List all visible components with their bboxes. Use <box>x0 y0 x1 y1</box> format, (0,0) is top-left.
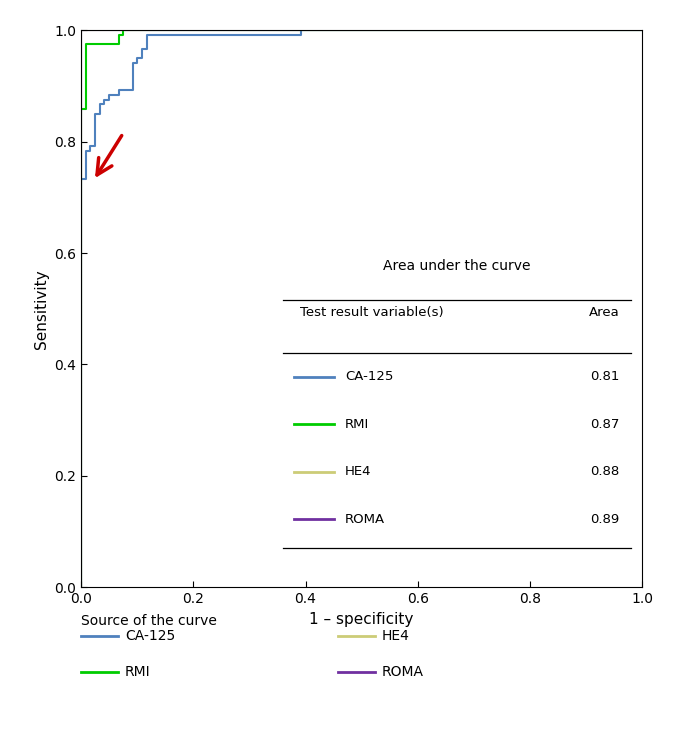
HE4 <box>269 26 277 35</box>
Text: Source of the curve: Source of the curve <box>81 614 217 628</box>
RMI <box>77 184 85 193</box>
Line: HE4: HE4 <box>81 30 642 587</box>
Text: Area under the curve: Area under the curve <box>383 258 531 273</box>
CA-125 <box>77 583 85 592</box>
RMI <box>119 30 127 39</box>
Line: RMI: RMI <box>81 30 642 587</box>
ROMA <box>77 26 85 35</box>
ROMA <box>269 26 277 35</box>
HE4 <box>157 26 165 35</box>
Bar <box>283 248 631 537</box>
Text: 0.89: 0.89 <box>591 513 620 526</box>
CA-125 <box>269 30 277 39</box>
Text: CA-125: CA-125 <box>125 630 175 643</box>
Text: ROMA: ROMA <box>345 513 385 526</box>
RMI <box>119 26 127 35</box>
CA-125 <box>77 184 85 193</box>
RMI <box>269 26 277 35</box>
HE4 <box>105 26 113 35</box>
CA-125 <box>157 30 165 39</box>
HE4 <box>77 546 85 555</box>
HE4 <box>77 26 85 35</box>
CA-125 <box>638 26 646 35</box>
HE4 <box>77 184 85 193</box>
X-axis label: 1 – specificity: 1 – specificity <box>310 611 414 626</box>
HE4 <box>77 583 85 592</box>
Text: CA-125: CA-125 <box>345 370 393 383</box>
Line: ROMA: ROMA <box>81 30 642 587</box>
ROMA <box>105 26 113 35</box>
Text: HE4: HE4 <box>382 630 410 643</box>
Y-axis label: Sensitivity: Sensitivity <box>34 269 49 349</box>
Line: CA-125: CA-125 <box>81 30 642 587</box>
CA-125 <box>77 546 85 555</box>
Text: Area: Area <box>589 306 620 319</box>
HE4 <box>638 26 646 35</box>
Text: Test result variable(s): Test result variable(s) <box>300 306 443 319</box>
RMI <box>77 546 85 555</box>
Text: 0.81: 0.81 <box>590 370 620 383</box>
ROMA <box>157 26 165 35</box>
Text: ROMA: ROMA <box>382 666 424 679</box>
ROMA <box>77 546 85 555</box>
RMI <box>638 26 646 35</box>
Text: 0.88: 0.88 <box>591 465 620 478</box>
Text: RMI: RMI <box>125 666 151 679</box>
ROMA <box>77 184 85 193</box>
RMI <box>77 583 85 592</box>
RMI <box>157 26 165 35</box>
HE4 <box>119 26 127 35</box>
CA-125 <box>138 49 146 58</box>
CA-125 <box>133 58 141 67</box>
Text: HE4: HE4 <box>345 465 371 478</box>
ROMA <box>638 26 646 35</box>
Text: 0.87: 0.87 <box>590 418 620 431</box>
ROMA <box>77 583 85 592</box>
CA-125 <box>297 26 305 35</box>
ROMA <box>119 26 127 35</box>
RMI <box>114 40 122 49</box>
Text: RMI: RMI <box>345 418 369 431</box>
